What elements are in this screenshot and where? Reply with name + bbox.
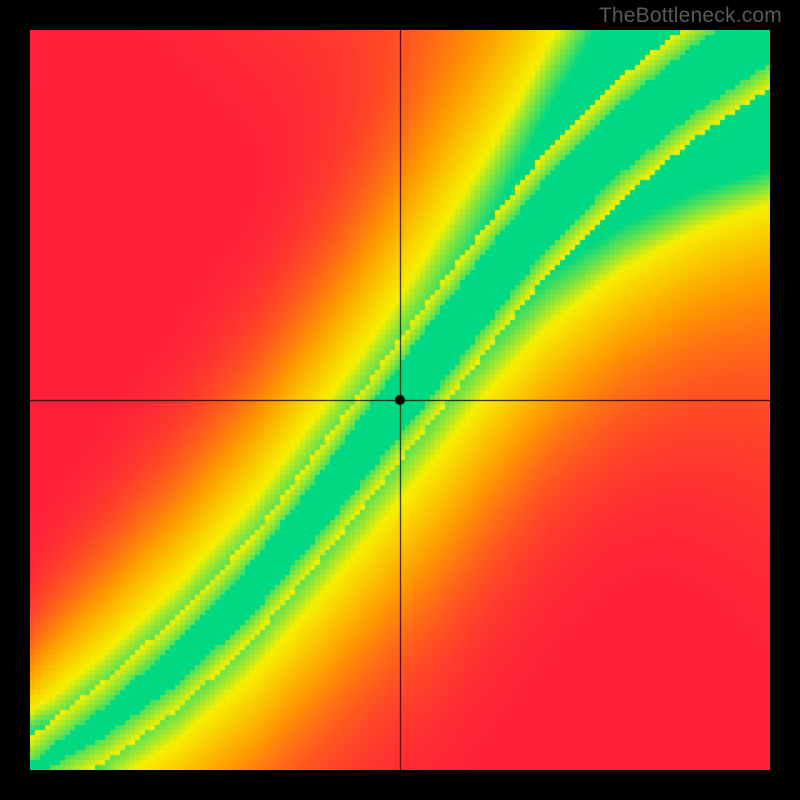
heatmap-canvas xyxy=(30,30,770,770)
chart-container: TheBottleneck.com xyxy=(0,0,800,800)
watermark-text: TheBottleneck.com xyxy=(599,4,782,28)
